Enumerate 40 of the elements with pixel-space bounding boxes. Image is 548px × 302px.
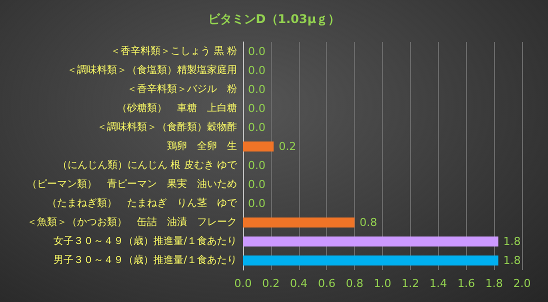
data-label: 0.2 xyxy=(278,140,296,153)
x-tick-label: 1.0 xyxy=(374,277,392,290)
y-tick-label: （砂糖類） 車糖 上白糖 xyxy=(117,102,237,114)
bar xyxy=(243,218,355,228)
y-tick-label: ＜調味料類＞（食塩類）精製塩家庭用 xyxy=(67,64,237,76)
data-label: 0.0 xyxy=(248,83,266,96)
data-label: 0.0 xyxy=(248,178,266,191)
x-tick-label: 1.2 xyxy=(402,277,420,290)
x-tick-label: 0.8 xyxy=(346,277,364,290)
x-tick-label: 0.2 xyxy=(262,277,280,290)
x-tick-label: 0.4 xyxy=(290,277,308,290)
y-tick-label: 女子３０～４９（歳）推進量/１食あたり xyxy=(54,235,237,247)
x-tick-label: 1.4 xyxy=(430,277,448,290)
data-label: 0.0 xyxy=(248,45,266,58)
x-tick-label: 2.0 xyxy=(513,277,531,290)
y-tick-label: 男子３０～４９（歳）推進量/１食あたり xyxy=(54,254,237,266)
y-tick-label: （にんじん類）にんじん 根 皮むき ゆで xyxy=(57,159,238,171)
data-label: 0.0 xyxy=(248,64,266,77)
chart-title: ビタミンD（1.03μｇ） xyxy=(208,12,340,26)
y-tick-label: ＜調味料類＞（食酢類）穀物酢 xyxy=(97,121,237,133)
data-label: 1.8 xyxy=(503,254,521,267)
x-tick-label: 0.6 xyxy=(318,277,336,290)
y-tick-label: 鶏卵 全卵 生 xyxy=(167,140,237,152)
data-label: 0.0 xyxy=(248,159,266,172)
y-tick-label: ＜香辛料類＞こしょう 黒 粉 xyxy=(110,45,237,57)
data-label: 1.8 xyxy=(503,235,521,248)
data-label: 0.8 xyxy=(360,216,378,229)
x-tick-label: 1.8 xyxy=(485,277,503,290)
data-label: 0.0 xyxy=(248,121,266,134)
y-tick-label: ＜香辛料類＞バジル 粉 xyxy=(127,83,237,95)
bar xyxy=(243,236,498,246)
y-tick-label: ＜魚類＞（かつお類） 缶詰 油漬 フレーク xyxy=(27,216,237,228)
x-tick-label: 1.6 xyxy=(457,277,475,290)
bar xyxy=(243,256,498,266)
data-label: 0.0 xyxy=(248,102,266,115)
y-tick-label: （ピーマン類） 青ピーマン 果実 油いため xyxy=(27,178,237,190)
y-tick-label: （たまねぎ類） たまねぎ りん茎 ゆで xyxy=(47,197,238,209)
x-tick-label: 0.0 xyxy=(234,277,252,290)
bar xyxy=(243,142,274,152)
data-label: 0.0 xyxy=(248,197,266,210)
